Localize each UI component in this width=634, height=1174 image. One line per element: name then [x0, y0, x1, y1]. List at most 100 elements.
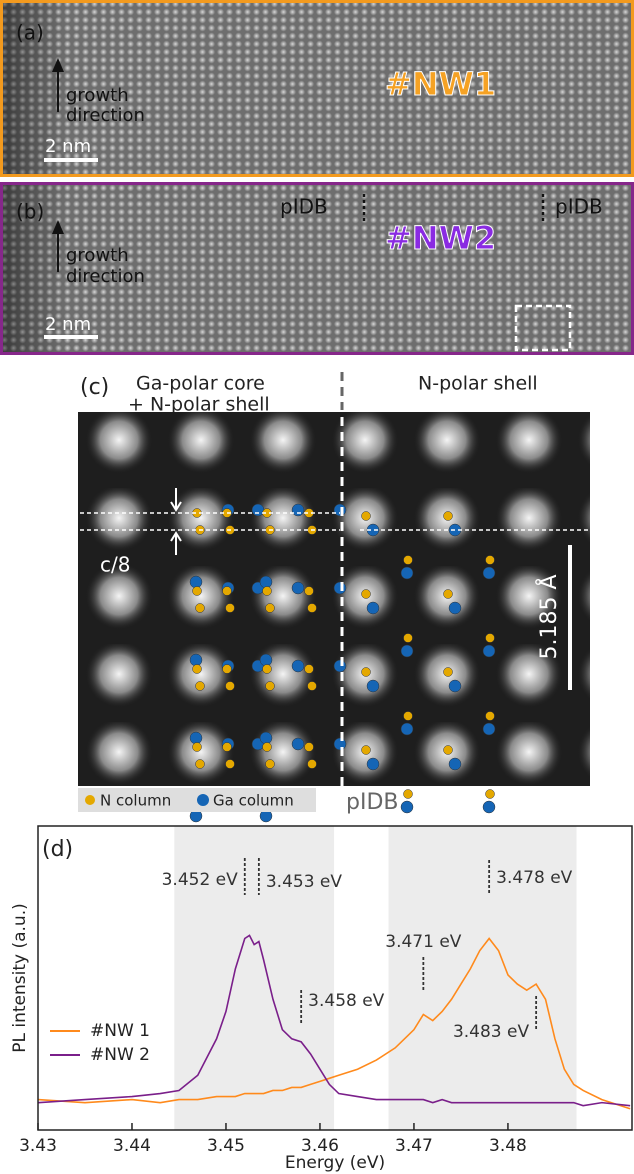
panel-label: (b) [16, 200, 44, 224]
legend-swatch [85, 795, 95, 805]
ga-atom [333, 737, 347, 751]
n-atom [265, 603, 275, 613]
n-atom [361, 589, 371, 599]
ga-atom [400, 800, 414, 814]
n-atom [265, 681, 275, 691]
growth-label: direction [66, 266, 145, 287]
ga-atom [482, 644, 496, 658]
n-atom [485, 711, 495, 721]
n-atom [262, 742, 272, 752]
boundary-label: pIDB [280, 195, 328, 219]
n-atom [403, 711, 413, 721]
legend-label: Ga column [213, 792, 294, 810]
ga-atom [366, 601, 380, 615]
n-atom [192, 664, 202, 674]
legend-label: #NW 2 [90, 1045, 150, 1065]
n-atom [443, 667, 453, 677]
ga-atom [333, 659, 347, 673]
legend-label: #NW 1 [90, 1021, 150, 1041]
ga-atom [259, 653, 273, 667]
n-atom [485, 555, 495, 565]
ga-atom [482, 722, 496, 736]
ga-atom [400, 644, 414, 658]
ga-atom [400, 722, 414, 736]
panel-label: (d) [42, 837, 73, 862]
annotation-label: 3.452 eV [162, 870, 239, 890]
ga-atom [366, 679, 380, 693]
spacing-label: c/8 [100, 553, 130, 577]
ga-atom [189, 575, 203, 589]
n-atom [195, 681, 205, 691]
n-atom [443, 589, 453, 599]
scale-label: 5.185 Å [535, 574, 562, 659]
n-atom [485, 789, 495, 799]
x-tick-label: 3.45 [207, 1136, 245, 1156]
ga-atom [259, 575, 273, 589]
n-atom [443, 511, 453, 521]
annotation-label: 3.483 eV [453, 1022, 530, 1042]
ga-atom [366, 757, 380, 771]
ga-atom [482, 566, 496, 580]
n-atom [195, 759, 205, 769]
ga-atom [189, 731, 203, 745]
n-atom [195, 603, 205, 613]
plot-frame [37, 825, 633, 1131]
x-tick-label: 3.47 [395, 1136, 433, 1156]
image-c [78, 412, 590, 786]
x-axis-label: Energy (eV) [285, 1153, 385, 1173]
ga-atom [291, 581, 305, 595]
scale-label: 2 nm [45, 136, 91, 157]
ga-atom [291, 737, 305, 751]
growth-label: growth [66, 85, 129, 106]
n-atom [403, 555, 413, 565]
y-axis-label: PL intensity (a.u.) [10, 903, 30, 1053]
n-atom [192, 586, 202, 596]
x-tick-label: 3.43 [19, 1136, 57, 1156]
ga-atom [448, 757, 462, 771]
panel-label: (a) [16, 21, 44, 45]
ga-atom [251, 503, 265, 517]
x-tick-label: 3.48 [489, 1136, 527, 1156]
n-atom [222, 664, 232, 674]
n-atom [225, 759, 235, 769]
x-tick-label: 3.44 [113, 1136, 151, 1156]
ga-atom [482, 800, 496, 814]
n-atom [361, 745, 371, 755]
arrow-head [52, 220, 64, 234]
n-atom [443, 745, 453, 755]
series-line [37, 937, 631, 1110]
n-atom [192, 742, 202, 752]
ga-atom [259, 731, 273, 745]
annotation-label: 3.471 eV [385, 932, 462, 952]
ga-atom [448, 679, 462, 693]
legend-swatch [197, 794, 209, 806]
n-atom [307, 603, 317, 613]
region-title: + N-polar shell [128, 394, 270, 416]
nanowire-name: #NW1 [385, 65, 496, 103]
n-atom [304, 742, 314, 752]
n-atom [262, 664, 272, 674]
n-atom [403, 633, 413, 643]
pl-chart: 3.43 3.44 3.45 3.46 3.47 3.48 3.452 eV 3.453 eV… [10, 825, 633, 1173]
region-title: N-polar shell [418, 373, 538, 395]
panel-label: (c) [80, 375, 109, 400]
boundary-label: pIDB [346, 790, 399, 815]
ga-atom [189, 653, 203, 667]
growth-label: direction [66, 105, 145, 126]
n-atom [225, 603, 235, 613]
annotation-label: 3.453 eV [266, 872, 343, 892]
annotation-label: 3.458 eV [308, 991, 385, 1011]
n-atom [361, 667, 371, 677]
shaded-region [174, 826, 335, 1130]
n-atom [304, 664, 314, 674]
n-atom [265, 759, 275, 769]
ga-atom [333, 503, 347, 517]
scale-label: 2 nm [45, 314, 91, 335]
ga-atom [448, 601, 462, 615]
n-atom [225, 681, 235, 691]
atom-overlay [189, 503, 496, 823]
n-atom [485, 633, 495, 643]
n-atom [222, 742, 232, 752]
x-tick-label: 3.46 [301, 1136, 339, 1156]
